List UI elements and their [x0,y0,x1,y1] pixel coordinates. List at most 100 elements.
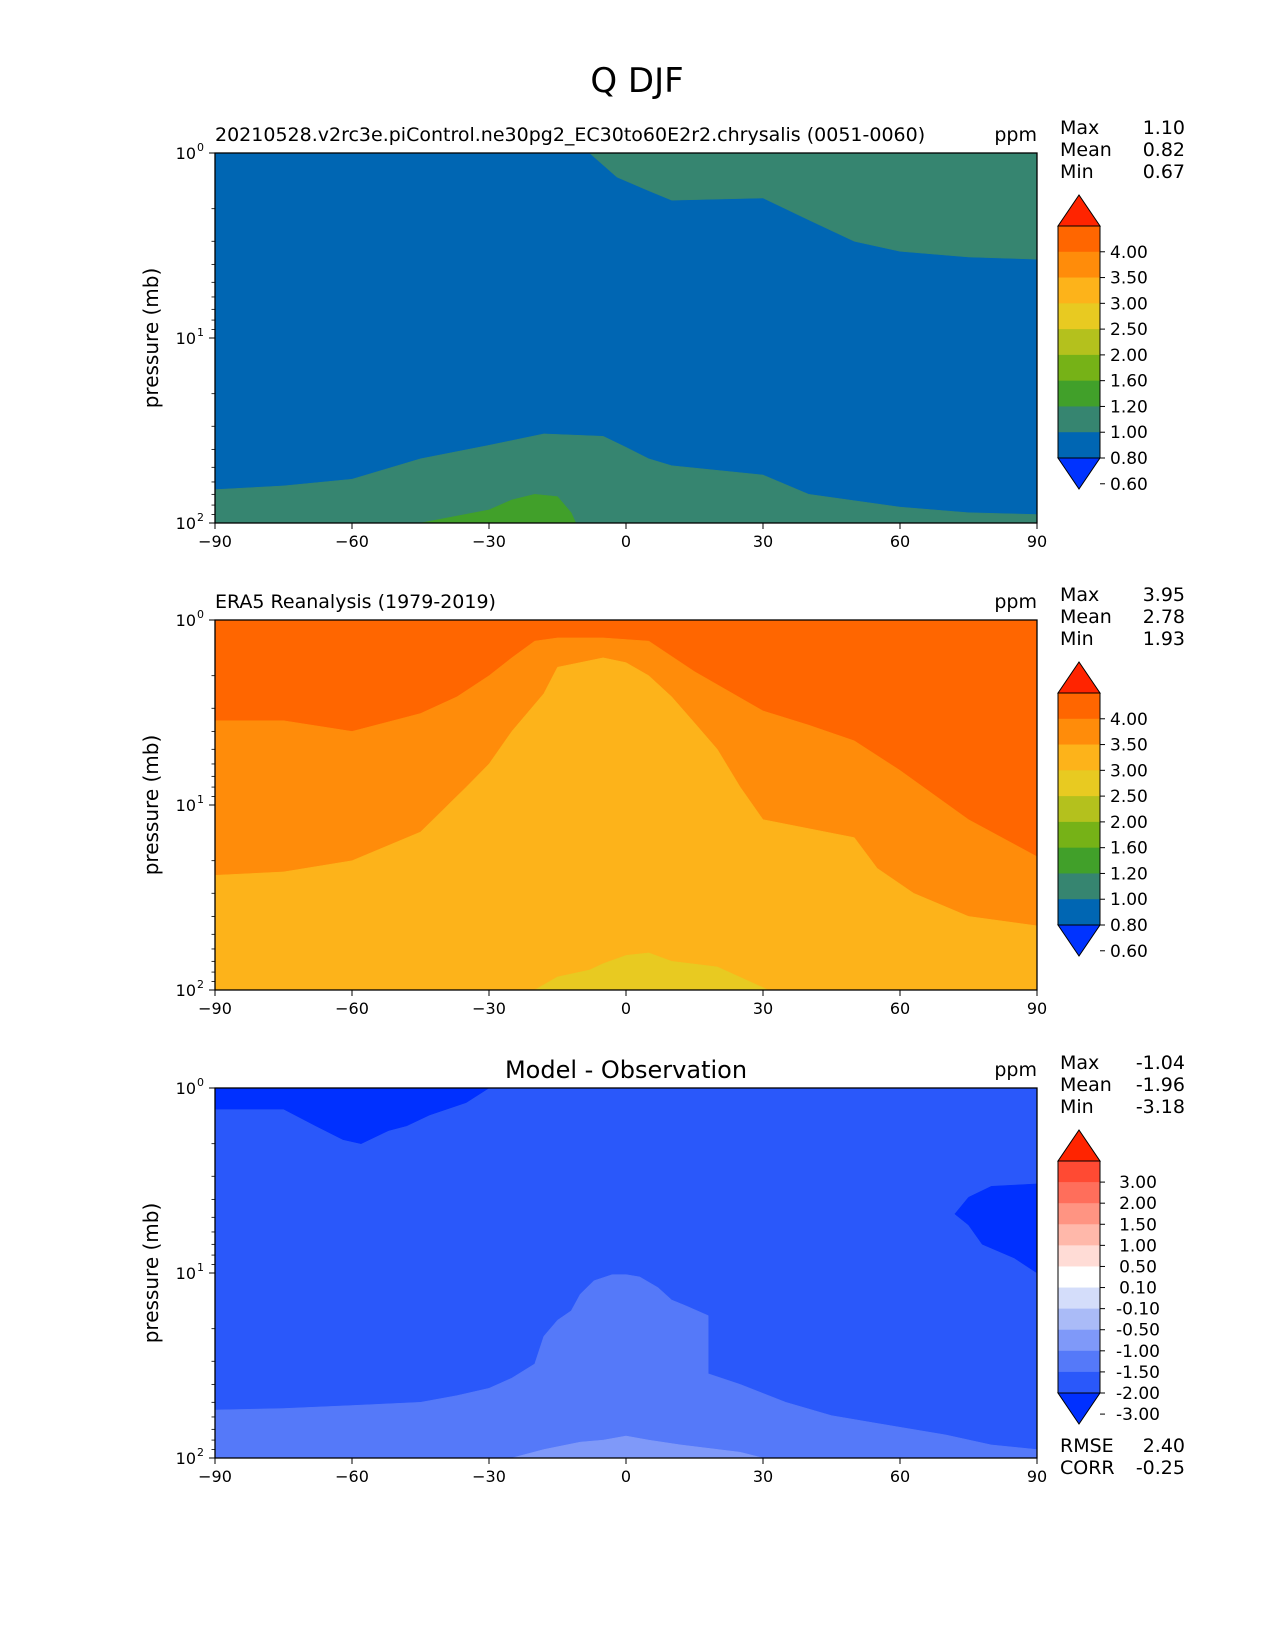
stat-label-mean: Mean [1060,139,1112,161]
x-tick-label: −30 [472,999,506,1018]
units-label: ppm [994,1059,1037,1081]
x-tick-label: −90 [198,532,232,551]
colorbar-swatch [1058,303,1100,330]
colorbar-swatch [1058,1308,1100,1331]
contour-region-3 [215,433,1037,523]
colorbar-label: 2.00 [1110,346,1148,366]
x-tick-label: −90 [198,999,232,1018]
colorbar-swatch [1058,329,1100,356]
colorbar-label: 0.80 [1110,449,1148,469]
colorbar-swatch [1058,1350,1100,1373]
colorbar-swatch [1058,821,1100,849]
y-axis-label: pressure (mb) [139,735,163,876]
y-tick-label: 10 [176,611,196,630]
colorbar: 4.00 3.50 3.00 2.50 2.00 1.60 1.20 1.00 0.80 0.60 [1057,194,1148,495]
colorbar-label: -0.10 [1116,1300,1160,1320]
x-tick-label: 30 [753,532,773,551]
colorbar-swatch [1058,847,1100,874]
colorbar-label: 3.00 [1110,761,1148,781]
y-tick-exponent: 2 [197,978,204,991]
colorbar-label: 2.00 [1110,813,1148,833]
colorbar-label: 0.60 [1110,475,1148,495]
contour-region-2 [589,153,1037,260]
colorbar-extend-top [1057,1129,1101,1162]
y-tick-exponent: 1 [197,326,204,339]
colorbar-swatch [1058,1182,1100,1204]
y-tick-label: 10 [176,144,196,163]
panel-title: Model - Observation [505,1056,747,1084]
y-tick-exponent: 2 [197,511,204,524]
colorbar-swatch [1058,744,1100,771]
metric-label-corr: CORR [1060,1457,1115,1479]
y-axis-label: pressure (mb) [139,268,163,409]
colorbar-swatch [1058,718,1100,745]
y-tick-exponent: 0 [197,1076,204,1089]
colorbar-swatch [1058,693,1100,720]
stat-label-mean: Mean [1060,606,1112,628]
colorbar-label: 1.20 [1110,864,1148,884]
x-tick-label: 0 [621,532,631,551]
panel-title: 20210528.v2rc3e.piControl.ne30pg2_EC30to… [215,124,925,146]
contour-region-3 [215,657,1037,990]
metric-value-corr: -0.25 [1136,1457,1185,1479]
contour-region-1 [215,153,1037,523]
colorbar-swatch [1058,1245,1100,1267]
colorbar-label: 0.10 [1119,1279,1157,1299]
colorbar-extend-top [1057,194,1101,227]
colorbar-swatch [1058,1161,1100,1183]
colorbar-label: 1.00 [1110,423,1148,443]
colorbar-label: -1.00 [1116,1342,1160,1362]
colorbar-swatch [1058,796,1100,823]
colorbar: 3.002.001.501.000.500.10-0.10-0.50-1.00-… [1057,1129,1160,1425]
colorbar-swatch [1058,899,1100,926]
metric-label-rmse: RMSE [1060,1435,1114,1457]
x-tick-label: 0 [621,1467,631,1486]
contour-region-2 [215,1088,490,1144]
colorbar-label: 3.00 [1119,1173,1157,1193]
contour-region-4 [534,952,768,990]
colorbar-label: 3.50 [1110,736,1148,756]
y-axis-label: pressure (mb) [139,1203,163,1344]
stat-value-min: 0.67 [1143,161,1185,183]
stat-value-mean: 2.78 [1143,606,1185,628]
colorbar-extend-bottom [1057,924,1101,957]
colorbar-swatch [1058,873,1100,900]
y-tick-exponent: 1 [197,1261,204,1274]
colorbar-extend-bottom [1057,457,1101,490]
panel-title: ERA5 Reanalysis (1979-2019) [215,591,496,613]
units-label: ppm [994,124,1037,146]
x-tick-label: −60 [335,1467,369,1486]
x-tick-label: −90 [198,1467,232,1486]
contour-region-5 [511,1435,764,1458]
x-tick-label: 60 [890,532,910,551]
x-tick-label: 60 [890,999,910,1018]
y-tick-exponent: 0 [197,608,204,621]
contour-region-4 [420,494,577,523]
x-tick-label: −60 [335,999,369,1018]
colorbar-swatch [1058,354,1100,382]
stat-label-mean: Mean [1060,1074,1112,1096]
colorbar-label: 2.50 [1110,320,1148,340]
colorbar-swatch [1058,1287,1100,1310]
colorbar-extend-bottom [1057,1392,1101,1425]
colorbar-frame [1057,1160,1101,1394]
colorbar-label: 2.50 [1110,787,1148,807]
stat-value-mean: 0.82 [1143,139,1185,161]
contour-field [215,1088,1037,1458]
y-tick-label: 10 [176,796,196,815]
colorbar-swatch [1058,277,1100,304]
colorbar-frame [1057,225,1101,459]
contour-field [215,153,1037,523]
colorbar-swatch [1058,432,1100,459]
stat-value-min: -3.18 [1136,1096,1185,1118]
y-tick-exponent: 0 [197,141,204,154]
colorbar-label: 3.50 [1110,269,1148,289]
colorbar-frame [1057,692,1101,926]
x-tick-label: 60 [890,1467,910,1486]
colorbar-label: 0.60 [1110,942,1148,962]
colorbar-label: 2.00 [1119,1194,1157,1214]
contour-region-4 [215,1274,1037,1458]
